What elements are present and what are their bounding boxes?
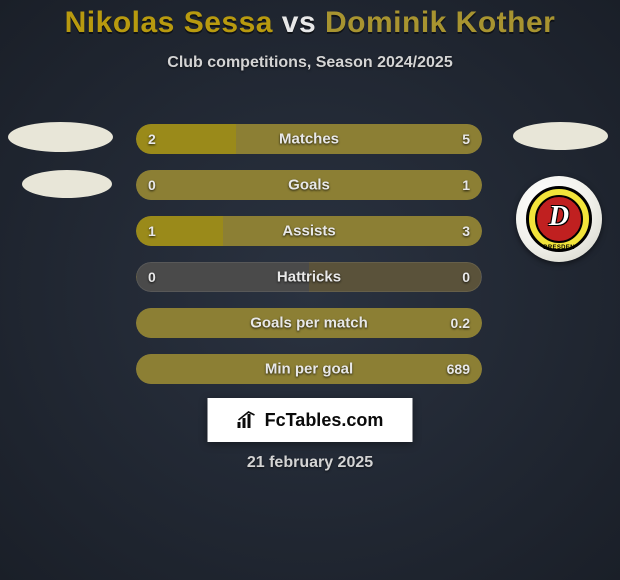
stat-value-player2: 0 <box>462 269 470 285</box>
season-subtitle: Club competitions, Season 2024/2025 <box>0 54 620 72</box>
stats-bar-chart: Matches25Goals01Assists13Hattricks00Goal… <box>136 124 482 400</box>
stat-value-player2: 689 <box>447 361 470 377</box>
stat-value-player1: 2 <box>148 131 156 147</box>
stat-value-player2: 0.2 <box>451 315 470 331</box>
stat-row: Min per goal689 <box>136 354 482 384</box>
stat-label: Goals per match <box>136 315 482 332</box>
stat-value-player1: 1 <box>148 223 156 239</box>
stat-label: Matches <box>136 131 482 148</box>
stat-row: Goals per match0.2 <box>136 308 482 338</box>
stat-row: Hattricks0 0 <box>136 262 482 292</box>
stat-value-player2: 3 <box>462 223 470 239</box>
watermark-text: FcTables.com <box>265 410 384 431</box>
dresden-badge: D DRESDEN <box>526 186 592 252</box>
club-logo-right-shape <box>513 122 608 150</box>
player1-name: Nikolas Sessa <box>65 6 273 39</box>
stat-value-player2: 5 <box>462 131 470 147</box>
chart-icon <box>237 411 259 429</box>
snapshot-date: 21 february 2025 <box>0 454 620 472</box>
stat-label: Assists <box>136 223 482 240</box>
stat-label: Hattricks <box>136 269 482 286</box>
club-logo-left <box>8 112 113 196</box>
stat-row: Assists1 3 <box>136 216 482 246</box>
club-logo-right: D DRESDEN <box>516 176 602 262</box>
stat-value-player1: 0 <box>148 177 156 193</box>
stat-row: Matches2 5 <box>136 124 482 154</box>
player2-name: Dominik Kother <box>325 6 555 39</box>
stat-value-player2: 1 <box>462 177 470 193</box>
stat-label: Min per goal <box>136 361 482 378</box>
badge-letter: D <box>549 201 569 233</box>
vs-separator: vs <box>282 6 316 39</box>
badge-city: DRESDEN <box>543 245 574 251</box>
stat-label: Goals <box>136 177 482 194</box>
comparison-title: Nikolas Sessa vs Dominik Kother <box>0 0 620 40</box>
club-logo-left-shape-2 <box>22 170 112 198</box>
stat-value-player1: 0 <box>148 269 156 285</box>
fctables-watermark: FcTables.com <box>208 398 413 442</box>
club-logo-left-shape-1 <box>8 122 113 152</box>
stat-row: Goals0 1 <box>136 170 482 200</box>
